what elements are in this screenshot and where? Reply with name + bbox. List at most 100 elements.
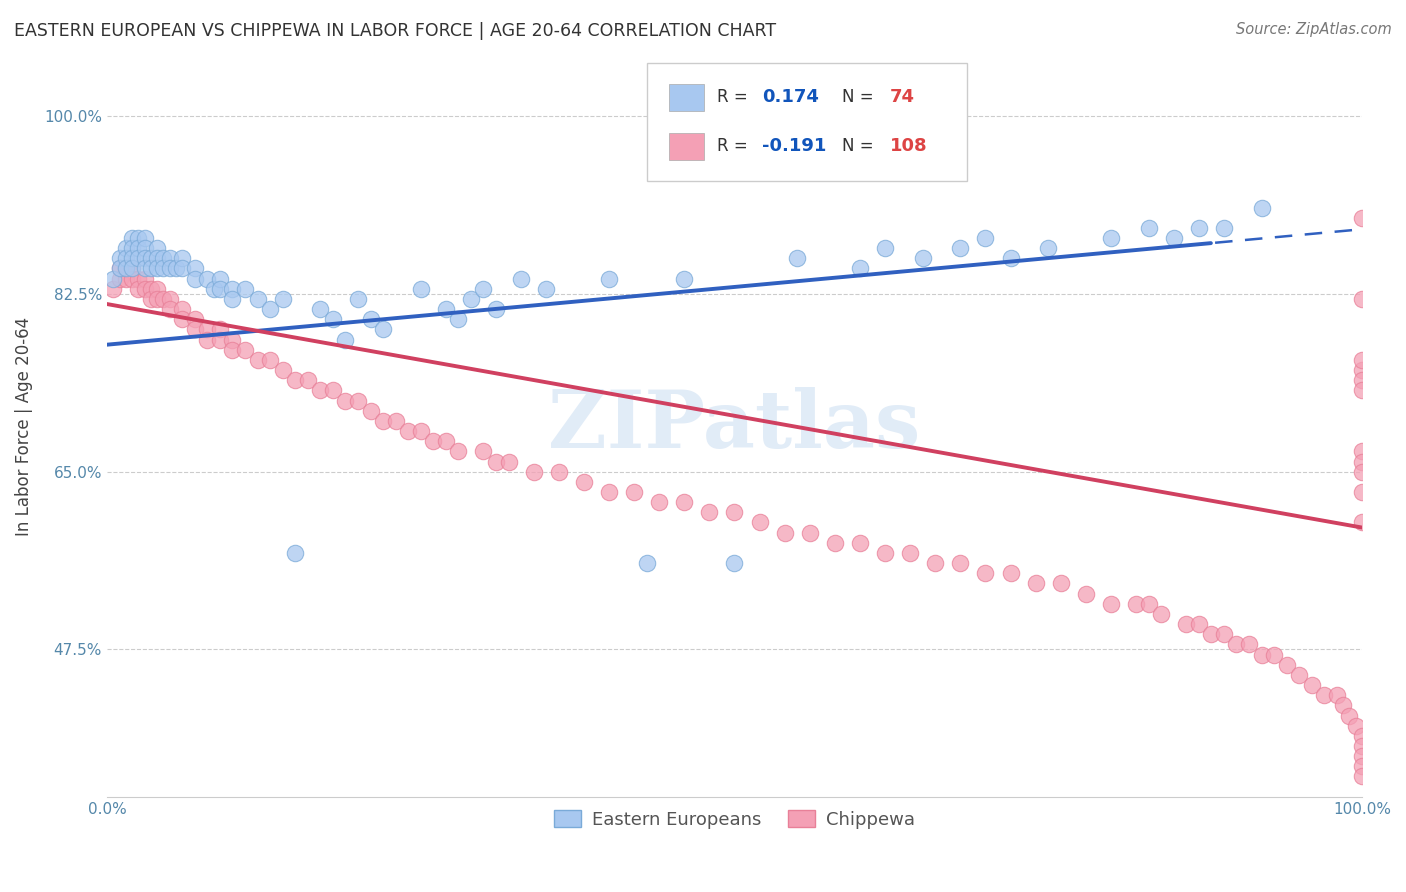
Point <box>208 271 231 285</box>
Point <box>498 454 520 468</box>
Point <box>1188 220 1211 235</box>
Point <box>1125 597 1147 611</box>
Point <box>360 403 382 417</box>
Point <box>1049 576 1071 591</box>
Point <box>297 373 319 387</box>
Point <box>748 516 770 530</box>
Point <box>184 271 207 285</box>
Point <box>134 261 156 276</box>
Y-axis label: In Labor Force | Age 20-64: In Labor Force | Age 20-64 <box>15 317 32 535</box>
Point <box>159 252 181 266</box>
Point <box>172 261 194 276</box>
Point <box>547 465 569 479</box>
Point <box>114 261 136 276</box>
Point <box>1175 617 1198 632</box>
Text: Source: ZipAtlas.com: Source: ZipAtlas.com <box>1236 22 1392 37</box>
Point <box>221 343 243 357</box>
Point <box>1331 698 1354 713</box>
Point <box>1351 211 1374 225</box>
Point <box>598 485 620 500</box>
Point <box>409 424 432 438</box>
Point <box>322 384 344 398</box>
Text: N =: N = <box>842 137 879 155</box>
Point <box>134 231 156 245</box>
Point <box>786 252 808 266</box>
Point <box>1263 648 1285 662</box>
Point <box>121 252 143 266</box>
Point <box>259 302 281 317</box>
Point <box>1213 627 1236 641</box>
Point <box>371 322 394 336</box>
Point <box>146 292 169 306</box>
Point <box>172 302 194 317</box>
Point <box>121 261 143 276</box>
Point <box>384 414 406 428</box>
Point <box>1025 576 1047 591</box>
Point <box>134 241 156 255</box>
Point <box>1344 719 1367 733</box>
Point <box>849 536 872 550</box>
Point <box>139 261 162 276</box>
Point <box>1351 759 1374 773</box>
Point <box>108 261 131 276</box>
Point <box>472 282 495 296</box>
Point <box>271 363 294 377</box>
Point <box>1351 729 1374 743</box>
Point <box>1250 201 1272 215</box>
Text: R =: R = <box>717 137 754 155</box>
Point <box>434 434 457 449</box>
Point <box>127 271 149 285</box>
Point <box>898 546 921 560</box>
Point <box>1351 384 1374 398</box>
Point <box>1225 637 1247 651</box>
Point <box>623 485 645 500</box>
Point <box>1137 220 1160 235</box>
Point <box>309 384 332 398</box>
Point <box>184 312 207 326</box>
Point <box>1313 688 1336 702</box>
Point <box>409 282 432 296</box>
Point <box>849 261 872 276</box>
Point <box>1351 353 1374 368</box>
Point <box>360 312 382 326</box>
Text: 74: 74 <box>890 88 915 106</box>
Point <box>159 292 181 306</box>
Point <box>949 556 972 570</box>
Point <box>134 271 156 285</box>
Point <box>460 292 482 306</box>
Point <box>347 393 370 408</box>
Text: EASTERN EUROPEAN VS CHIPPEWA IN LABOR FORCE | AGE 20-64 CORRELATION CHART: EASTERN EUROPEAN VS CHIPPEWA IN LABOR FO… <box>14 22 776 40</box>
Bar <box>669 84 704 112</box>
Point <box>1326 688 1348 702</box>
Point <box>824 536 846 550</box>
Point <box>127 282 149 296</box>
Point <box>103 282 125 296</box>
Point <box>1288 668 1310 682</box>
Point <box>347 292 370 306</box>
Point <box>114 271 136 285</box>
Point <box>1250 648 1272 662</box>
Point <box>146 252 169 266</box>
Point <box>146 282 169 296</box>
Point <box>114 241 136 255</box>
Point <box>472 444 495 458</box>
Point <box>335 333 357 347</box>
Point <box>114 252 136 266</box>
Point <box>246 353 269 368</box>
Text: R =: R = <box>717 88 754 106</box>
Point <box>1213 220 1236 235</box>
Point <box>598 271 620 285</box>
Point <box>335 393 357 408</box>
Point <box>233 282 256 296</box>
Point <box>271 292 294 306</box>
Point <box>723 556 745 570</box>
Legend: Eastern Europeans, Chippewa: Eastern Europeans, Chippewa <box>547 803 922 836</box>
Point <box>523 465 546 479</box>
Point <box>485 454 508 468</box>
Point <box>1137 597 1160 611</box>
Point <box>510 271 533 285</box>
Point <box>121 271 143 285</box>
Point <box>259 353 281 368</box>
Point <box>1188 617 1211 632</box>
Point <box>1351 749 1374 764</box>
